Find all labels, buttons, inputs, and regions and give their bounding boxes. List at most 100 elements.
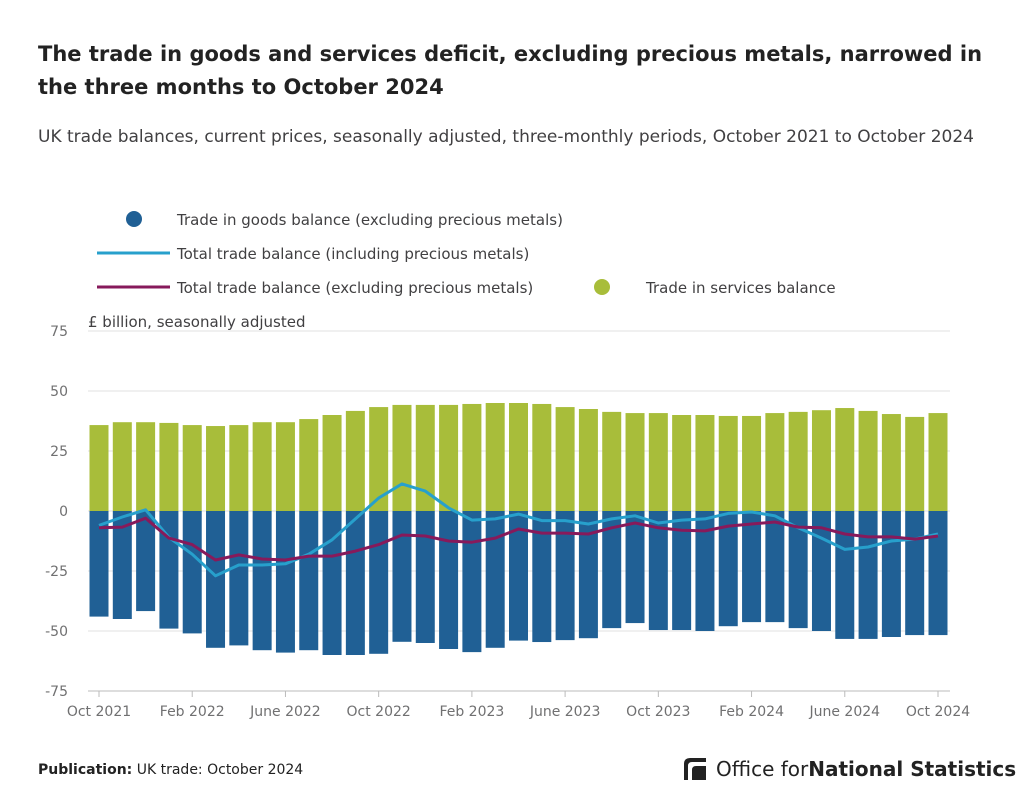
bar-goods bbox=[881, 511, 901, 637]
bar-goods bbox=[578, 511, 598, 639]
legend-label-goods: Trade in goods balance (excluding precio… bbox=[176, 211, 563, 229]
ons-logo-icon bbox=[684, 758, 706, 780]
x-tick-label: Oct 2023 bbox=[626, 704, 690, 720]
x-tick-label: June 2023 bbox=[529, 704, 601, 720]
bar-services bbox=[392, 404, 412, 511]
x-tick-label: June 2024 bbox=[808, 704, 880, 720]
bar-goods bbox=[369, 511, 389, 654]
bar-goods bbox=[112, 511, 132, 619]
bar-services bbox=[275, 422, 295, 511]
bar-goods bbox=[275, 511, 295, 653]
chart-subtitle: UK trade balances, current prices, seaso… bbox=[38, 127, 974, 147]
bar-services bbox=[532, 403, 552, 511]
bar-services bbox=[881, 414, 901, 511]
x-tick-label: Oct 2024 bbox=[906, 704, 970, 720]
bar-services bbox=[625, 413, 645, 511]
bar-goods bbox=[695, 511, 715, 631]
bar-services bbox=[835, 408, 855, 511]
bar-goods bbox=[229, 511, 249, 646]
bar-services bbox=[462, 403, 482, 511]
bar-goods bbox=[718, 511, 738, 627]
bar-goods bbox=[439, 511, 459, 649]
x-tick-label: Feb 2024 bbox=[719, 704, 784, 720]
bar-services bbox=[648, 413, 668, 511]
bar-services bbox=[439, 404, 459, 511]
y-tick-label: 0 bbox=[59, 504, 68, 520]
legend-label-services: Trade in services balance bbox=[645, 279, 836, 297]
bar-services bbox=[415, 404, 435, 511]
publication-note: Publication: UK trade: October 2024 bbox=[38, 762, 303, 778]
bar-goods bbox=[462, 511, 482, 653]
bar-services bbox=[89, 425, 109, 511]
bar-services bbox=[322, 415, 342, 511]
bar-goods bbox=[835, 511, 855, 639]
bar-services bbox=[112, 422, 132, 511]
bar-goods bbox=[858, 511, 878, 639]
legend: Trade in goods balance (excluding precio… bbox=[97, 211, 836, 297]
bar-services bbox=[206, 426, 226, 511]
legend-swatch-services bbox=[594, 279, 610, 295]
y-tick-label: 75 bbox=[50, 324, 68, 340]
bar-services bbox=[136, 422, 156, 511]
bar-goods bbox=[532, 511, 552, 643]
bar-services bbox=[742, 415, 762, 511]
bar-goods bbox=[672, 511, 692, 631]
ons-logo[interactable]: Office for National Statistics bbox=[682, 756, 1016, 782]
bar-goods bbox=[206, 511, 226, 648]
bar-services bbox=[229, 425, 249, 511]
bar-goods bbox=[742, 511, 762, 623]
bar-services bbox=[905, 416, 925, 511]
bar-services bbox=[765, 413, 785, 511]
y-tick-label: 50 bbox=[50, 384, 68, 400]
bar-goods bbox=[905, 511, 925, 636]
legend-swatch-goods bbox=[126, 211, 142, 227]
bar-services bbox=[485, 403, 505, 511]
bar-goods bbox=[415, 511, 435, 643]
bar-services bbox=[602, 411, 622, 511]
bar-services bbox=[369, 407, 389, 511]
bar-services bbox=[159, 422, 179, 511]
bar-goods bbox=[252, 511, 272, 651]
bar-services bbox=[718, 415, 738, 511]
bar-services bbox=[578, 409, 598, 511]
y-tick-label: -25 bbox=[45, 564, 68, 580]
bar-goods bbox=[345, 511, 365, 655]
legend-label-total-excl: Total trade balance (excluding precious … bbox=[176, 279, 533, 297]
bar-goods bbox=[625, 511, 645, 624]
bar-goods bbox=[299, 511, 319, 651]
x-tick-label: June 2022 bbox=[249, 704, 321, 720]
bar-services bbox=[858, 410, 878, 511]
bar-services bbox=[695, 415, 715, 511]
bar-goods bbox=[322, 511, 342, 655]
bar-goods bbox=[648, 511, 668, 631]
bar-goods bbox=[89, 511, 109, 617]
bar-goods bbox=[182, 511, 202, 634]
bar-goods bbox=[509, 511, 528, 641]
x-tick-label: Oct 2021 bbox=[67, 704, 131, 720]
bar-goods bbox=[788, 511, 808, 629]
bar-goods bbox=[765, 511, 785, 623]
y-axis-label: £ billion, seasonally adjusted bbox=[88, 313, 305, 331]
x-tick-label: Oct 2022 bbox=[347, 704, 411, 720]
bar-services bbox=[811, 410, 831, 511]
chart-title: The trade in goods and services deficit,… bbox=[38, 42, 983, 99]
bar-services bbox=[345, 410, 365, 511]
logo-text-a: Office for bbox=[716, 757, 809, 781]
bar-goods bbox=[602, 511, 622, 629]
line-total-excl bbox=[98, 516, 939, 562]
bar-services bbox=[788, 411, 808, 511]
y-tick-label: -50 bbox=[45, 624, 68, 640]
bar-goods bbox=[485, 511, 505, 648]
legend-label-total-incl: Total trade balance (including precious … bbox=[176, 245, 529, 263]
publication-label: Publication: bbox=[38, 762, 133, 778]
y-tick-label: -75 bbox=[45, 684, 68, 700]
bar-services bbox=[182, 425, 202, 511]
y-tick-label: 25 bbox=[50, 444, 68, 460]
publication-link[interactable]: UK trade: October 2024 bbox=[136, 762, 304, 778]
bar-goods bbox=[928, 511, 948, 636]
bar-services bbox=[299, 419, 319, 511]
bar-services bbox=[672, 415, 692, 511]
bar-services bbox=[509, 403, 528, 511]
bar-goods bbox=[392, 511, 412, 642]
